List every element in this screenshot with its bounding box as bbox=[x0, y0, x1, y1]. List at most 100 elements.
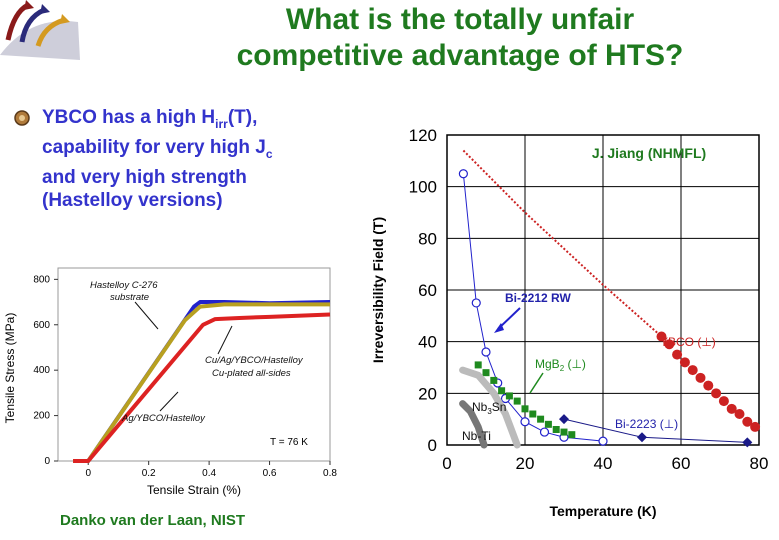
x-tick-label: 0.4 bbox=[202, 468, 216, 479]
series-5 bbox=[459, 366, 521, 449]
arrowhead-bi2212 bbox=[494, 323, 504, 333]
data-point bbox=[703, 380, 714, 391]
band-curve bbox=[459, 366, 521, 449]
x-tick-label: 0.8 bbox=[323, 468, 337, 479]
label-ybco: YBCO (⊥) bbox=[660, 335, 716, 349]
arrows-logo bbox=[0, 0, 80, 60]
y-tick-label-2: 20 bbox=[418, 384, 437, 403]
series-3 bbox=[474, 361, 576, 439]
plot-frame bbox=[57, 267, 331, 462]
x-tick-label: 0.2 bbox=[142, 468, 156, 479]
data-point bbox=[750, 421, 761, 432]
bullet-icon bbox=[14, 110, 30, 126]
series-2 bbox=[462, 149, 663, 338]
data-point bbox=[734, 409, 745, 419]
data-point bbox=[490, 376, 498, 384]
data-point bbox=[498, 387, 506, 395]
data-point bbox=[539, 427, 550, 437]
data-point bbox=[726, 403, 737, 414]
temperature-label: T = 76 K bbox=[270, 437, 308, 448]
x-tick-label-2: 80 bbox=[750, 454, 769, 473]
series-1 bbox=[656, 331, 761, 432]
label-mgb2: MgB2 (⊥) bbox=[535, 357, 586, 373]
x-tick-label-2: 40 bbox=[594, 454, 613, 473]
y-tick-label-2: 80 bbox=[418, 229, 437, 248]
y-tick-label-2: 0 bbox=[428, 436, 437, 455]
data-point bbox=[718, 396, 729, 407]
bullet-line-2: capability for very high Jc bbox=[42, 136, 273, 161]
label-bi2223: Bi-2223 (⊥) bbox=[615, 417, 678, 431]
label-nb3sn: Nb3Sn bbox=[472, 400, 506, 416]
annotation-hastelloy: Hastelloy C-276 bbox=[90, 280, 158, 291]
stress-strain-chart: 0 0.2 0.4 0.6 0.8 0 200 400 600 800 Tensile Stres… bbox=[3, 267, 337, 497]
x-axis-label-2: Temperature (K) bbox=[549, 503, 656, 519]
bullet-line-4: (Hastelloy versions) bbox=[42, 189, 223, 211]
y-tick-label: 200 bbox=[33, 411, 50, 422]
y-tick-label: 0 bbox=[44, 456, 50, 467]
data-point bbox=[544, 420, 552, 428]
data-point bbox=[568, 431, 576, 439]
stress-curve-2 bbox=[73, 312, 331, 463]
data-point bbox=[560, 428, 568, 436]
arrow-ag-ybco bbox=[159, 391, 179, 412]
data-point bbox=[687, 365, 698, 376]
data-point bbox=[672, 349, 683, 360]
data-point bbox=[552, 426, 560, 433]
x-axis-label: Tensile Strain (%) bbox=[147, 483, 241, 497]
series-6 bbox=[459, 400, 488, 449]
data-point bbox=[742, 437, 753, 448]
bullet-line-3: and very high strength bbox=[42, 166, 247, 188]
data-point bbox=[711, 388, 722, 399]
data-point bbox=[481, 347, 491, 357]
data-point bbox=[742, 416, 753, 427]
annotation-cu-plated: Cu/Ag/YBCO/Hastelloy bbox=[205, 355, 304, 366]
x-tick-label-2: 0 bbox=[442, 454, 451, 473]
dense-curve bbox=[462, 149, 663, 338]
data-point bbox=[474, 361, 482, 369]
data-point bbox=[482, 369, 490, 377]
data-point bbox=[537, 415, 545, 423]
band-curve bbox=[459, 400, 488, 449]
y-tick-label-2: 60 bbox=[418, 281, 437, 300]
y-tick-label: 600 bbox=[33, 320, 50, 331]
data-point bbox=[664, 339, 675, 350]
chart-title-2: J. Jiang (NHMFL) bbox=[592, 145, 706, 161]
x-tick-label: 0 bbox=[85, 468, 91, 479]
data-point bbox=[598, 436, 608, 446]
data-point bbox=[529, 410, 537, 418]
irreversibility-chart: 0 20 40 60 80 0 20 40 60 80 100 120 Irreversibility… bbox=[370, 126, 769, 519]
label-bi2212: Bi-2212 RW bbox=[505, 291, 571, 305]
y-tick-label-2: 120 bbox=[409, 126, 437, 145]
data-point bbox=[520, 417, 530, 427]
data-point bbox=[505, 392, 513, 400]
y-tick-label: 400 bbox=[33, 365, 50, 376]
credit-text: Danko van der Laan, NIST bbox=[60, 512, 246, 529]
title-line-1: What is the totally unfair bbox=[285, 3, 635, 36]
bullet-text: YBCO has a high Hirr(T), capability for … bbox=[42, 106, 362, 212]
arrow-mgb2 bbox=[529, 372, 544, 394]
data-point bbox=[513, 397, 521, 405]
y-tick-label: 800 bbox=[33, 274, 50, 285]
y-axis-label-2: Irreversibility Field (T) bbox=[370, 217, 386, 363]
label-nbti: Nb-Ti bbox=[462, 429, 491, 443]
y-tick-label-2: 40 bbox=[418, 333, 437, 352]
data-point bbox=[695, 372, 706, 383]
x-tick-label-2: 20 bbox=[516, 454, 535, 473]
bullet-line-1: YBCO has a high Hirr(T), bbox=[42, 107, 258, 131]
data-point bbox=[559, 414, 569, 425]
x-tick-label-2: 60 bbox=[672, 454, 691, 473]
series-4 bbox=[559, 414, 753, 448]
data-point bbox=[471, 298, 481, 308]
data-point bbox=[679, 357, 690, 368]
data-point bbox=[458, 169, 468, 179]
title-line-2: competitive advantage of HTS? bbox=[236, 39, 684, 72]
arrow-cu-plated bbox=[217, 325, 233, 355]
page-title: What is the totally unfair competitive a… bbox=[150, 2, 770, 74]
annotation-cu-plated-2: Cu-plated all-sides bbox=[212, 368, 291, 379]
y-tick-label-2: 100 bbox=[409, 178, 437, 197]
data-point bbox=[521, 405, 529, 413]
annotation-substrate: substrate bbox=[110, 292, 149, 303]
x-tick-label: 0.6 bbox=[263, 468, 277, 479]
data-point bbox=[637, 432, 647, 443]
y-axis-label: Tensile Stress (MPa) bbox=[3, 313, 17, 424]
